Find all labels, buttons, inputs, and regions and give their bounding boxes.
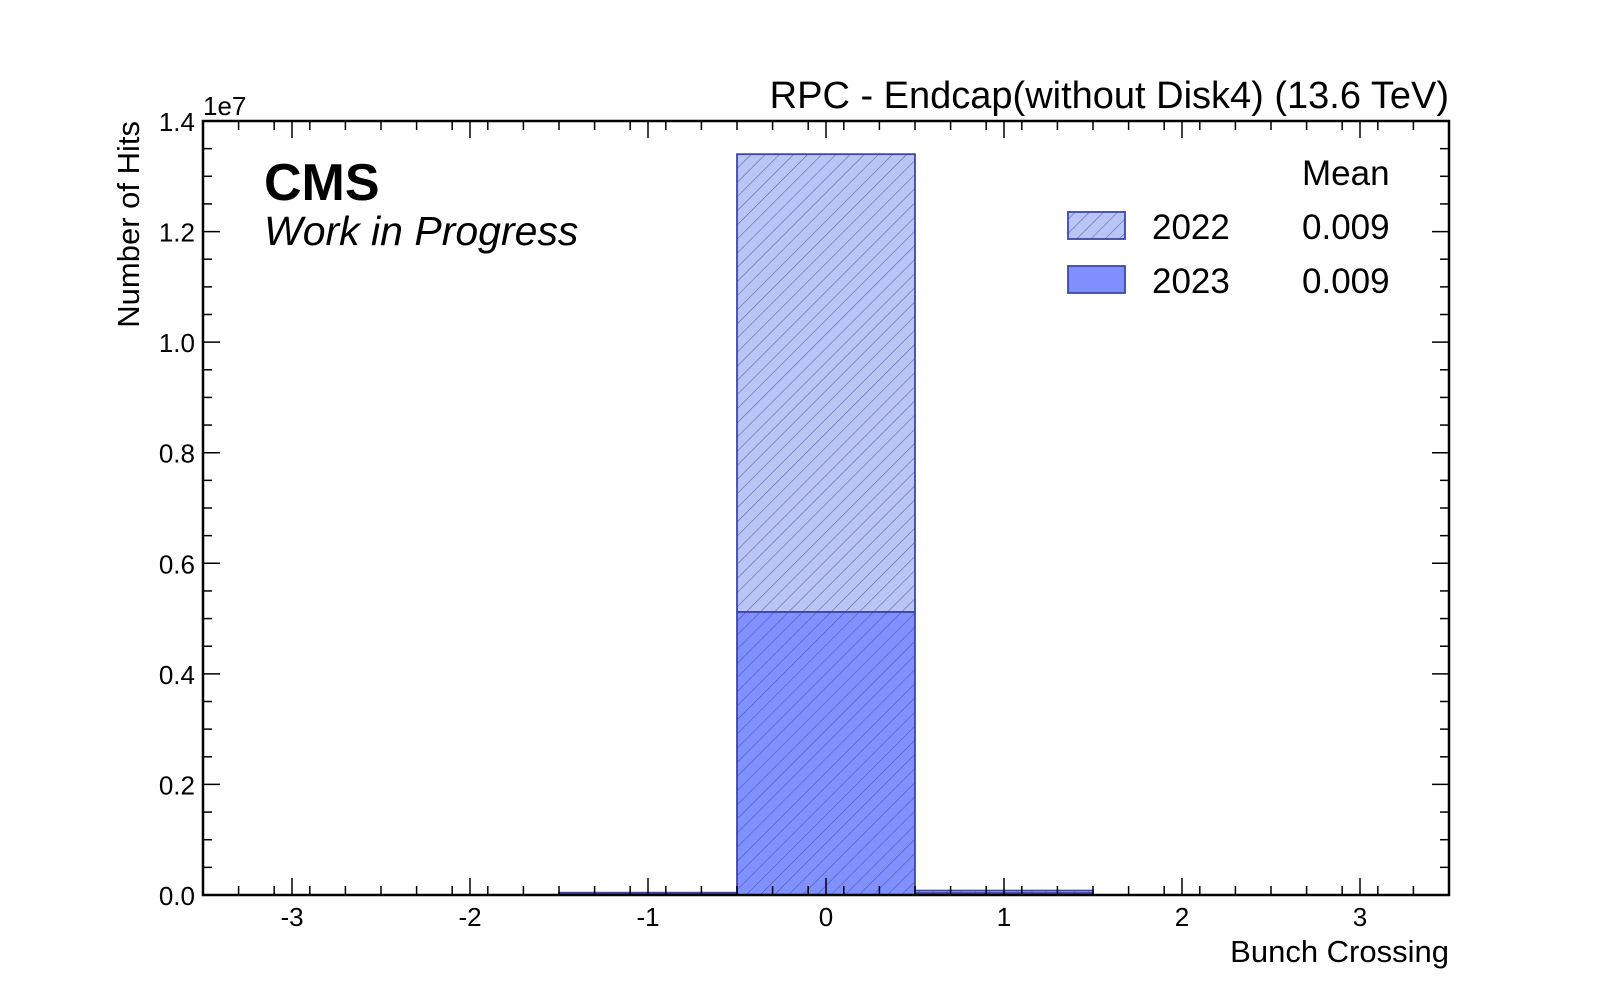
y-tick-labels: 0.0 0.2 0.4 0.6 0.8 1.0 1.2 1.4 — [159, 107, 195, 911]
y-axis-label: Number of Hits — [111, 121, 146, 328]
y-tick-label: 0.2 — [159, 770, 195, 800]
y-tick-label: 1.4 — [159, 107, 195, 137]
x-tick-label: -3 — [280, 902, 303, 932]
y-tick-label: 0.6 — [159, 549, 195, 579]
legend-label-2023: 2023 — [1152, 262, 1230, 301]
x-tick-label: 1 — [997, 902, 1011, 932]
y-scale-label: 1e7 — [203, 91, 246, 121]
status-label: Work in Progress — [264, 208, 578, 254]
legend-mean-2023: 0.009 — [1302, 262, 1390, 301]
y-tick-label: 0.0 — [159, 881, 195, 911]
axis-ticks — [202, 120, 1450, 896]
x-tick-label: -2 — [458, 902, 481, 932]
y-tick-label: 1.0 — [159, 328, 195, 358]
x-tick-label: -1 — [636, 902, 659, 932]
histogram-bars — [558, 153, 1094, 896]
chart-title: RPC - Endcap(without Disk4) (13.6 TeV) — [770, 75, 1449, 117]
y-tick-label: 1.2 — [159, 218, 195, 248]
legend-entry-2022: 2022 0.009 — [1067, 208, 1390, 247]
y-tick-label: 0.8 — [159, 439, 195, 469]
legend-label-2022: 2022 — [1152, 208, 1230, 247]
experiment-label: CMS — [264, 154, 380, 212]
legend-swatch-2023 — [1067, 265, 1126, 294]
bar-hatch-2023-bin-0 — [737, 611, 915, 895]
x-tick-label: 0 — [819, 902, 833, 932]
x-tick-label: 2 — [1175, 902, 1189, 932]
bar-hatch-2022-bin-0 — [737, 154, 915, 612]
legend-entry-2023: 2023 0.009 — [1067, 262, 1390, 301]
legend: Mean 2022 0.009 2023 0.009 — [1067, 154, 1390, 301]
legend-swatch-hatch-2022 — [1068, 212, 1125, 239]
x-axis-label: Bunch Crossing — [1230, 934, 1449, 969]
legend-mean-2022: 0.009 — [1302, 208, 1390, 247]
x-tick-label: 3 — [1353, 902, 1367, 932]
x-tick-labels: -3 -2 -1 0 1 2 3 — [280, 902, 1367, 932]
legend-entries: 2022 0.009 2023 0.009 — [1067, 208, 1390, 301]
legend-header: Mean — [1302, 154, 1390, 193]
y-tick-label: 0.4 — [159, 660, 195, 690]
